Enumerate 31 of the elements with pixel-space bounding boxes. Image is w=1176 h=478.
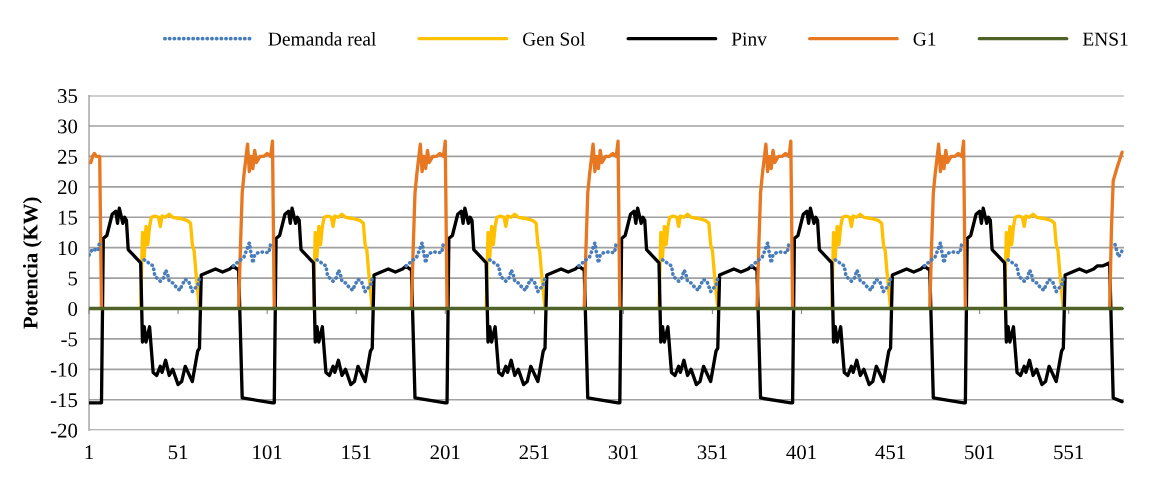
x-tick-label: 501 [965, 445, 994, 460]
legend-label: Gen Sol [523, 31, 586, 46]
y-tick-label: 10 [58, 241, 78, 256]
y-tick-label: 20 [57, 180, 78, 195]
y-tick-label: -20 [50, 423, 78, 438]
y-tick-label: 5 [68, 271, 78, 286]
y-tick-label: 15 [58, 210, 78, 225]
y-tick-label: -15 [50, 393, 78, 408]
y-tick-label: 30 [58, 119, 78, 134]
y-axis-title: Potencia (KW) [22, 197, 42, 329]
x-tick-label: 301 [608, 445, 638, 460]
legend-label: Demanda real [268, 31, 376, 46]
x-tick-label: 1 [85, 445, 93, 460]
line-series [89, 206, 1124, 405]
x-tick-label: 201 [430, 445, 460, 460]
y-tick-label: -10 [50, 362, 78, 377]
x-tick-label: 551 [1054, 445, 1084, 460]
x-tick-label: 351 [697, 445, 727, 460]
y-tick-label: 35 [58, 89, 78, 104]
legend-label: G1 [913, 32, 936, 46]
x-tick-label: 451 [875, 445, 905, 460]
y-tick-label: 0 [68, 301, 78, 316]
x-tick-label: 51 [168, 445, 188, 460]
y-tick-label: -5 [61, 332, 78, 347]
x-tick-label: 401 [786, 445, 816, 460]
legend-label: ENS1 [1082, 32, 1128, 46]
x-tick-label: 251 [519, 445, 549, 460]
x-tick-label: 101 [253, 445, 282, 460]
legend-label: Pinv [731, 32, 767, 46]
x-tick-label: 151 [342, 445, 371, 460]
y-tick-label: 25 [57, 149, 78, 164]
